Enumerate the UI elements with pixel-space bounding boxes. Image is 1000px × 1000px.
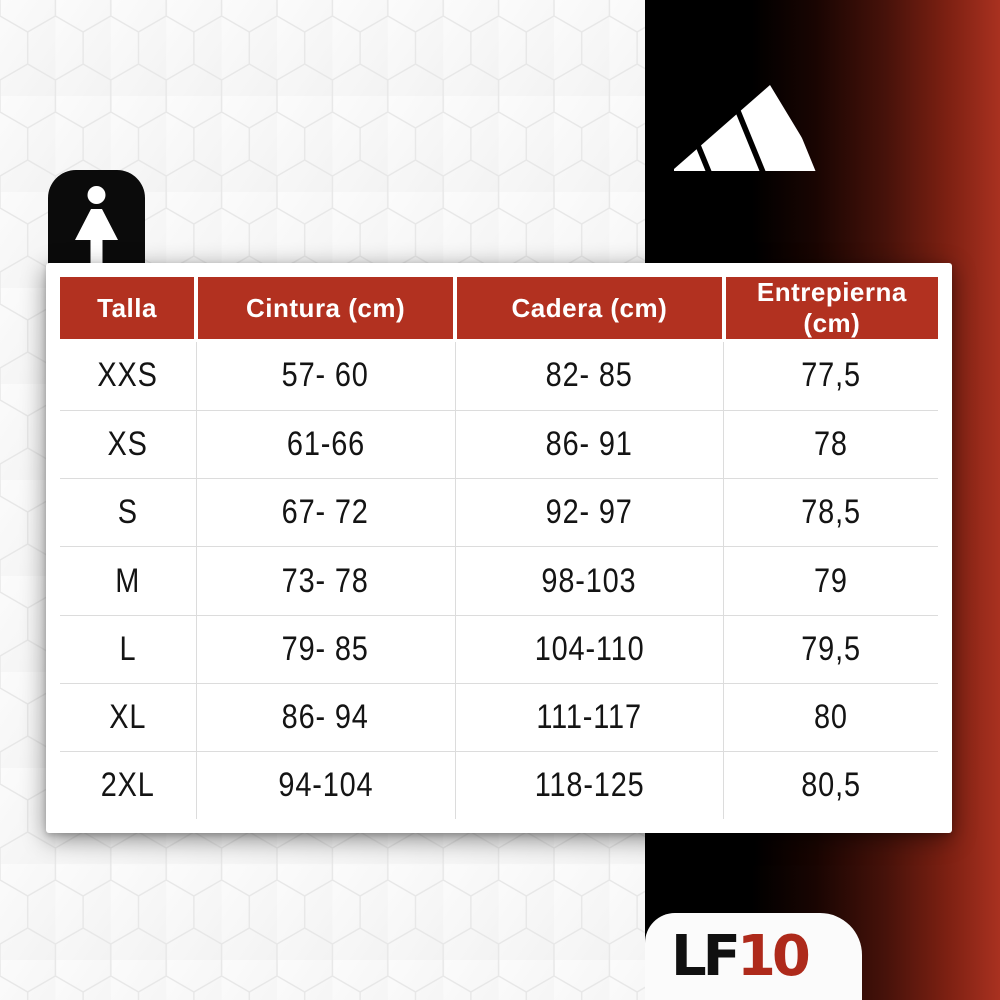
cell-entrepierna: 79,5 bbox=[801, 629, 861, 668]
cell-cadera: 111-117 bbox=[536, 697, 643, 736]
table-row: XL 86- 94 111-117 80 bbox=[60, 682, 938, 752]
header-talla: Talla bbox=[60, 277, 197, 342]
cell-cintura: 61-66 bbox=[286, 425, 365, 464]
cell-entrepierna: 79 bbox=[814, 561, 849, 600]
cell-cadera: 86- 91 bbox=[545, 425, 633, 464]
cell-cintura: 57- 60 bbox=[282, 356, 370, 395]
cell-cintura: 67- 72 bbox=[282, 493, 370, 532]
cell-talla: XL bbox=[109, 697, 147, 736]
lf10-logo-box: LF10 bbox=[645, 913, 862, 1000]
header-cintura: Cintura (cm) bbox=[194, 277, 456, 342]
table-row: S 67- 72 92- 97 78,5 bbox=[60, 478, 938, 547]
lf10-logo: LF10 bbox=[645, 913, 811, 1000]
cell-entrepierna: 77,5 bbox=[801, 356, 861, 395]
cell-talla: XS bbox=[107, 425, 148, 464]
cell-cadera: 92- 97 bbox=[545, 493, 633, 532]
cell-entrepierna: 80,5 bbox=[801, 766, 861, 805]
table-row: M 73- 78 98-103 79 bbox=[60, 546, 938, 616]
cell-cadera: 104-110 bbox=[534, 629, 645, 668]
cell-entrepierna: 80 bbox=[814, 697, 849, 736]
cell-talla: 2XL bbox=[100, 766, 155, 805]
lf10-logo-ten: 10 bbox=[736, 924, 811, 989]
header-entrepierna: Entrepierna (cm) bbox=[721, 277, 938, 342]
cell-talla: XXS bbox=[97, 356, 158, 395]
lf10-logo-lf: LF bbox=[671, 924, 741, 989]
female-icon bbox=[48, 170, 145, 280]
header-cadera: Cadera (cm) bbox=[453, 277, 724, 342]
cell-cadera: 82- 85 bbox=[545, 356, 633, 395]
cell-entrepierna: 78 bbox=[814, 425, 849, 464]
table-row: XS 61-66 86- 91 78 bbox=[60, 409, 938, 479]
table-row: XXS 57- 60 82- 85 77,5 bbox=[60, 340, 938, 411]
cell-talla: M bbox=[115, 561, 141, 600]
table-row: L 79- 85 104-110 79,5 bbox=[60, 614, 938, 684]
cell-talla: L bbox=[119, 629, 137, 668]
adidas-logo-icon bbox=[674, 85, 820, 171]
cell-cintura: 86- 94 bbox=[282, 697, 370, 736]
size-table-card: Talla Cintura (cm) Cadera (cm) Entrepier… bbox=[46, 263, 952, 833]
cell-cintura: 79- 85 bbox=[282, 629, 370, 668]
cell-talla: S bbox=[117, 493, 138, 532]
table-header-row: Talla Cintura (cm) Cadera (cm) Entrepier… bbox=[60, 277, 938, 342]
cell-cintura: 73- 78 bbox=[282, 561, 370, 600]
cell-cadera: 98-103 bbox=[541, 561, 637, 600]
table-row: 2XL 94-104 118-125 80,5 bbox=[60, 751, 938, 819]
size-table: Talla Cintura (cm) Cadera (cm) Entrepier… bbox=[60, 277, 938, 819]
cell-cadera: 118-125 bbox=[534, 766, 645, 805]
cell-entrepierna: 78,5 bbox=[801, 493, 861, 532]
cell-cintura: 94-104 bbox=[278, 766, 374, 805]
